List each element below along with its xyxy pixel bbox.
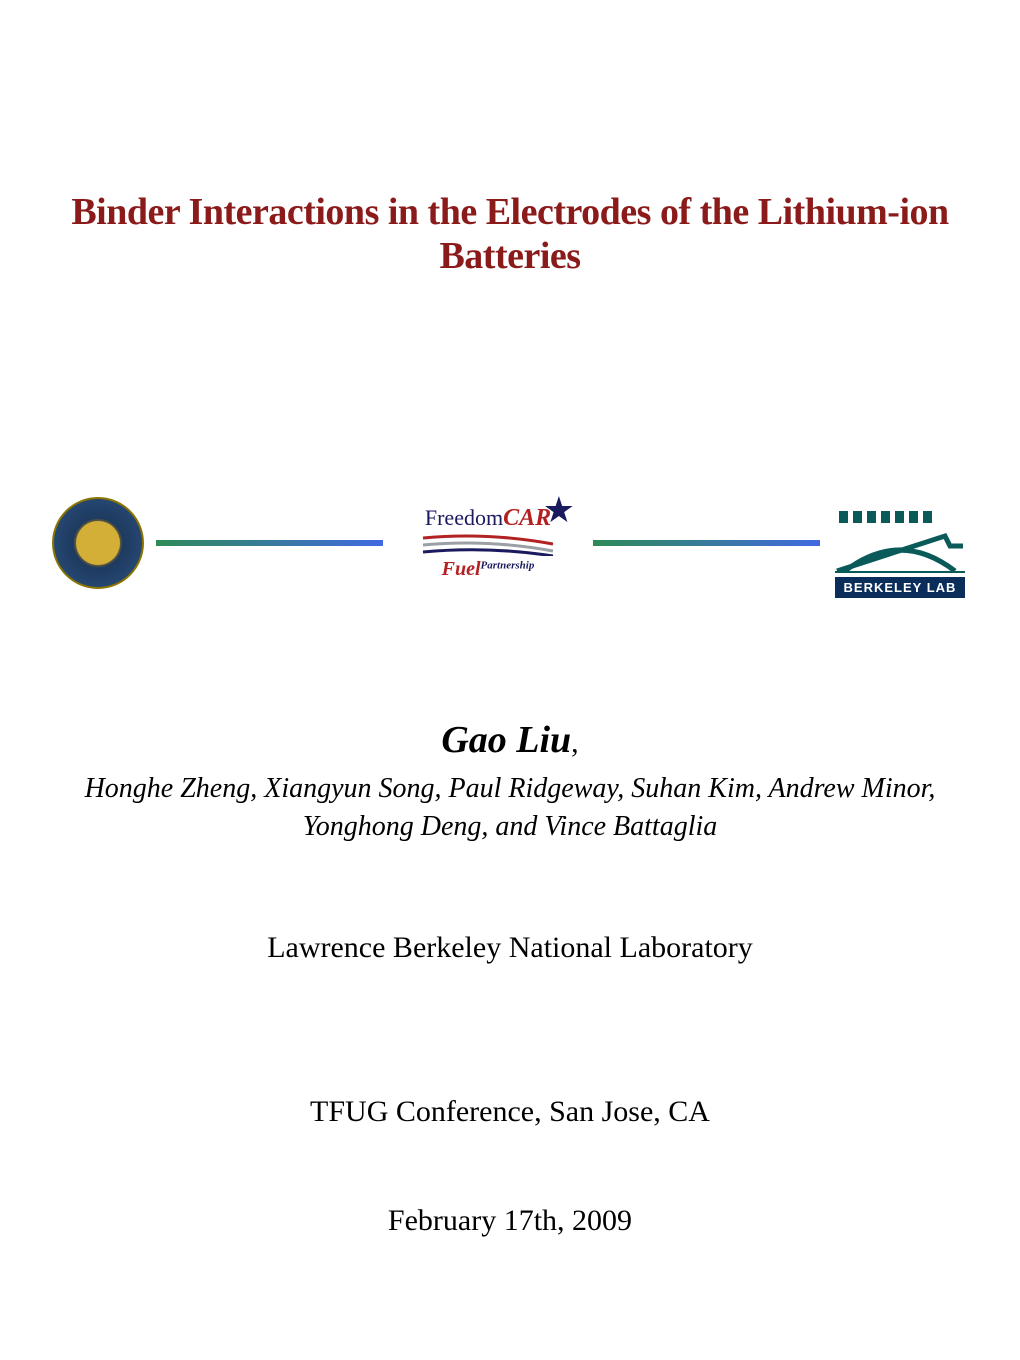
connector-bar-right	[593, 540, 820, 546]
logo-row: ★ FreedomCAR FuelPartnership	[20, 488, 1000, 598]
star-icon: ★	[543, 496, 575, 525]
swoosh-icon	[418, 534, 558, 556]
doe-logo	[50, 495, 146, 591]
presentation-title: Binder Interactions in the Electrodes of…	[20, 190, 1000, 278]
doe-seal-icon	[52, 497, 144, 589]
freedomcar-line1: FreedomCAR	[425, 505, 551, 532]
coauthors: Honghe Zheng, Xiangyun Song, Paul Ridgew…	[20, 770, 1000, 846]
slide-container: Binder Interactions in the Electrodes of…	[0, 0, 1020, 1360]
berkeley-lab-logo: BERKELEY LAB	[830, 488, 970, 598]
freedomcar-prefix: Freedom	[425, 505, 503, 530]
berkeley-building-icon	[835, 501, 965, 573]
berkeley-label: BERKELEY LAB	[835, 577, 965, 598]
lead-author-comma: ,	[571, 726, 579, 759]
lead-author: Gao Liu,	[441, 718, 578, 762]
fuel-prefix: Fuel	[442, 558, 481, 580]
connector-bar-left	[156, 540, 383, 546]
presentation-date: February 17th, 2009	[388, 1204, 632, 1238]
freedomcar-logo: ★ FreedomCAR FuelPartnership	[393, 488, 583, 598]
lead-author-name: Gao Liu	[441, 719, 571, 761]
conference: TFUG Conference, San Jose, CA	[310, 1095, 710, 1129]
freedomcar-line2: FuelPartnership	[442, 558, 535, 581]
affiliation: Lawrence Berkeley National Laboratory	[267, 931, 753, 965]
fuel-suffix: Partnership	[481, 560, 535, 572]
